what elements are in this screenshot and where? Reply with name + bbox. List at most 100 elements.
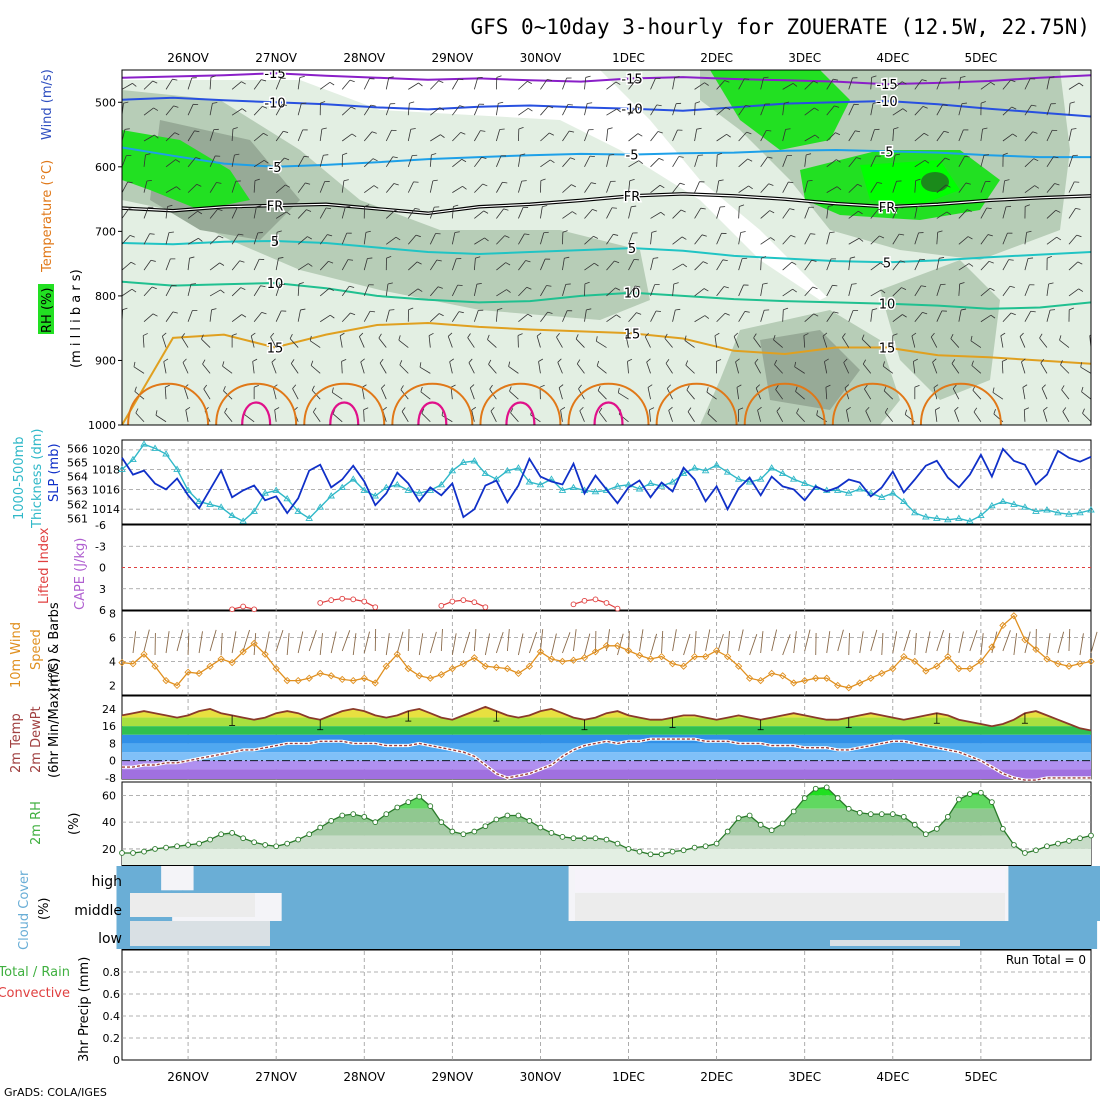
wind-barb-staff <box>165 132 175 142</box>
wind-barb <box>950 333 960 348</box>
wind-barb <box>165 204 173 219</box>
wind-barb-flag <box>950 333 954 339</box>
lifted-index-label: Lifted Index <box>37 527 52 604</box>
temp2m-label-1: 2m Temp <box>9 713 24 773</box>
cloud-cell-middle <box>457 893 470 921</box>
wind-barb-staff <box>209 77 212 90</box>
li-tick-label: -6 <box>95 519 106 532</box>
thickness-point <box>789 475 798 482</box>
wind-barb-staff <box>560 409 563 422</box>
cape-label: CAPE (J/kg) <box>73 538 88 610</box>
wind-barb-flag <box>1053 156 1059 159</box>
wind-barb <box>1090 88 1091 90</box>
wind-barb-staff <box>122 155 127 167</box>
wind-barb <box>862 359 872 374</box>
wind-barb-staff <box>606 81 617 90</box>
wind-barb-staff <box>244 414 255 423</box>
wind-barb-flag <box>454 231 460 233</box>
upper-ytick-label: 900 <box>95 354 116 367</box>
wind-barb-staff <box>606 207 613 219</box>
wind-barb-flag <box>127 181 133 184</box>
wind-barb <box>782 288 797 297</box>
wind-barb-staff <box>776 411 784 422</box>
wind-barb-staff <box>164 387 167 400</box>
wind-barb <box>644 332 651 348</box>
wind-barb-staff <box>760 310 765 322</box>
wind-barb-staff <box>185 409 189 422</box>
wind-barb <box>936 130 949 142</box>
wind-barb-flag <box>274 407 280 411</box>
wind-barb-flag <box>168 231 174 234</box>
wind-barb <box>508 361 519 374</box>
wind10m-label-3: (m/s) & Barbs <box>47 602 62 692</box>
cloud-cell-high <box>468 866 481 893</box>
wind-barb-staff <box>275 211 287 219</box>
wind-barb-flag <box>673 282 679 285</box>
date-label-bottom: 4DEC <box>876 1070 909 1084</box>
wind10-point <box>173 681 181 690</box>
wind-barb-staff <box>584 129 589 142</box>
wind-barb-staff <box>782 235 792 245</box>
wind-barb-flag <box>1082 408 1085 414</box>
wind-barb <box>209 235 224 245</box>
wind10-barb <box>198 631 203 654</box>
wind-barb-flag <box>549 132 554 136</box>
wind-barb-staff <box>826 258 832 271</box>
cloud-cell-high <box>1085 866 1098 893</box>
wind-barb-staff <box>753 337 761 348</box>
wind-barb-staff <box>430 286 439 297</box>
wind-barb <box>319 81 335 90</box>
wind-barb-staff <box>980 207 988 219</box>
wind-barb-staff <box>385 183 395 193</box>
wind-barb <box>952 384 960 400</box>
wind-barb-flag <box>260 285 266 288</box>
wind-barb-staff <box>297 209 307 219</box>
wind-barb-staff <box>429 206 435 219</box>
wind-barb-flag <box>143 333 148 336</box>
wind-barb-staff <box>201 338 211 348</box>
cloud-cell-high <box>1041 866 1054 893</box>
thickness-point <box>118 465 126 472</box>
cloud-cell-middle <box>545 893 558 921</box>
rh2m-point <box>218 831 224 838</box>
wind-barb <box>319 101 326 116</box>
wind10-point <box>283 676 291 685</box>
wind-barb <box>562 230 568 245</box>
wind-barb-flag <box>471 406 477 411</box>
wind-barb <box>496 128 505 142</box>
wind-barb-staff <box>253 106 263 116</box>
thickness-point <box>481 469 490 477</box>
wind-barb-staff <box>540 132 550 142</box>
wind-barb <box>870 128 880 142</box>
wind-barb-staff <box>694 103 696 116</box>
wind10-point <box>525 662 534 670</box>
wind-barb <box>716 206 726 219</box>
wind-barb <box>1090 321 1091 322</box>
wind-barb-staff <box>341 106 352 116</box>
wind-barb-staff <box>936 232 939 245</box>
wind-barb-staff <box>672 182 681 193</box>
thickness-line <box>121 443 1092 523</box>
lifted-index-point <box>361 598 368 605</box>
wind-barb-staff <box>782 181 789 193</box>
wind-barb-flag <box>616 108 621 113</box>
wind-barb-flag <box>807 179 813 182</box>
wind-barb-staff <box>892 108 904 116</box>
cloud-cell-high <box>292 866 305 893</box>
wind-barb-flag <box>378 333 382 339</box>
wind-barb-staff <box>556 336 563 348</box>
wind-barb-staff <box>646 361 651 374</box>
wind-barb <box>754 358 762 374</box>
cloud-cell-middle <box>336 893 349 921</box>
wind-barb-flag <box>370 104 376 107</box>
wind-barb-staff <box>297 263 309 271</box>
wind-barb-flag <box>145 153 151 156</box>
wind-barb-flag <box>398 335 401 341</box>
rh2m-point <box>460 831 467 838</box>
wind-barb-flag <box>635 285 641 288</box>
rh2m-label-1: 2m RH <box>29 801 44 845</box>
wind10-point <box>129 660 137 668</box>
wind-barb-flag <box>339 332 345 337</box>
wind-barb-staff <box>1002 106 1012 116</box>
